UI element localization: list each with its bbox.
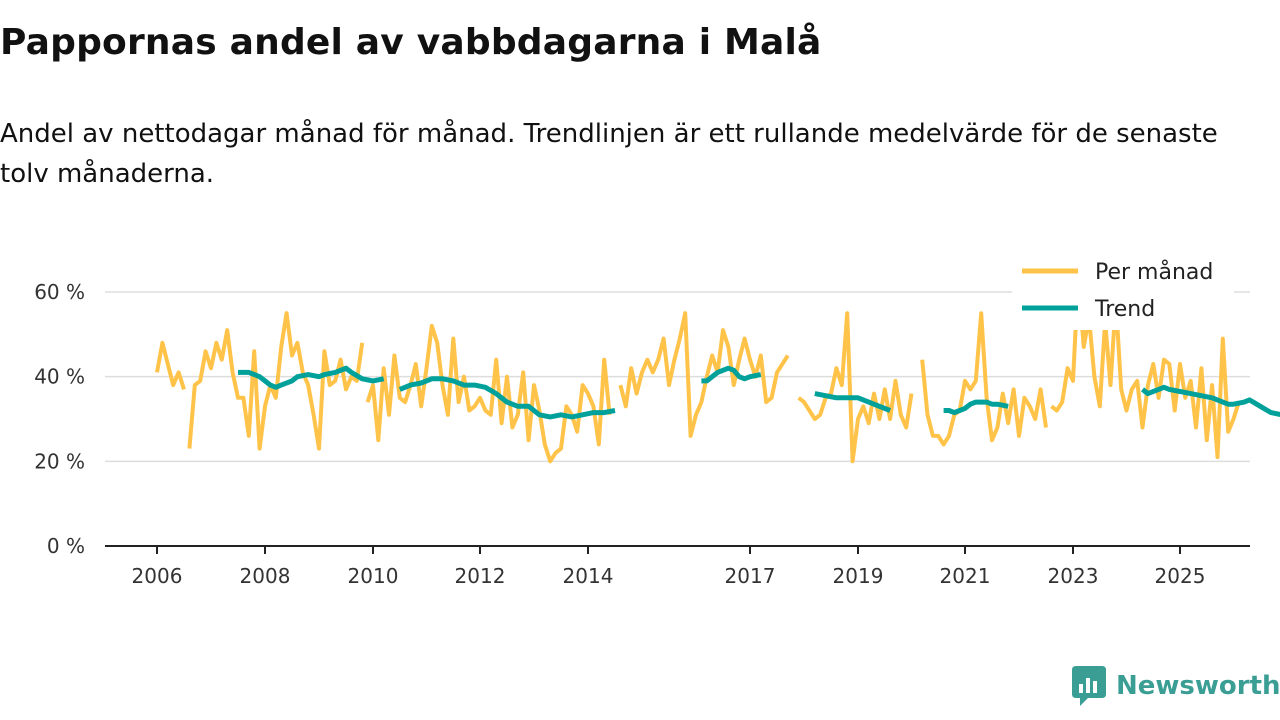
chart-title: Pappornas andel av vabbdagarna i Malå [0,22,822,63]
series-trend [238,365,1280,420]
x-tick-label: 2025 [1155,564,1206,588]
monthly-line-segment-7 [1050,273,1241,460]
monthly-line-segment-3 [365,323,612,464]
y-axis-labels: 0 % 20 % 40 % 60 % [34,280,85,558]
y-tick-label: 60 % [34,280,85,304]
x-tick-label: 2008 [240,564,291,588]
x-tick-label: 2021 [940,564,991,588]
series-lines [155,273,1280,464]
x-tick-label: 2017 [725,564,776,588]
legend-background [1012,252,1234,330]
y-tick-label: 0 % [47,534,85,558]
monthly-line-segment-6 [920,311,1048,447]
trend-line-segment-2 [398,376,616,420]
x-tick-label: 2019 [833,564,884,588]
newsworthy-logo-icon [1072,666,1106,706]
trend-line-segment-1 [238,365,385,390]
y-tick-label: 20 % [34,449,85,473]
trend-line-segment-6 [1140,384,1280,418]
trend-line-segment-4 [814,391,892,413]
x-tick-label: 2006 [132,564,183,588]
newsworthy-brand: Newsworthy [1072,664,1280,708]
x-axis: 2006 2008 2010 2012 2014 2017 2019 2021 2023 2025 [105,545,1250,588]
monthly-line-segment-1 [155,340,186,391]
legend-label-trend: Trend [1094,297,1155,322]
monthly-line-segment-2 [187,311,365,451]
monthly-line-segment-5 [797,311,914,464]
monthly-line-segment-4 [618,311,790,438]
x-tick-label: 2012 [455,564,506,588]
legend: Per månad Trend [1012,252,1234,330]
y-tick-label: 40 % [34,365,85,389]
x-tick-label: 2010 [348,564,399,588]
trend-line-segment-5 [943,399,1009,416]
x-tick-label: 2023 [1048,564,1099,588]
x-tick-label: 2014 [563,564,614,588]
brand-name: Newsworthy [1116,671,1280,701]
trend-line-segment-3 [701,365,762,384]
chart-subtitle: Andel av nettodagar månad för månad. Tre… [0,119,1218,189]
series-per-manad [155,273,1241,464]
legend-label-per-manad: Per månad [1095,259,1213,285]
